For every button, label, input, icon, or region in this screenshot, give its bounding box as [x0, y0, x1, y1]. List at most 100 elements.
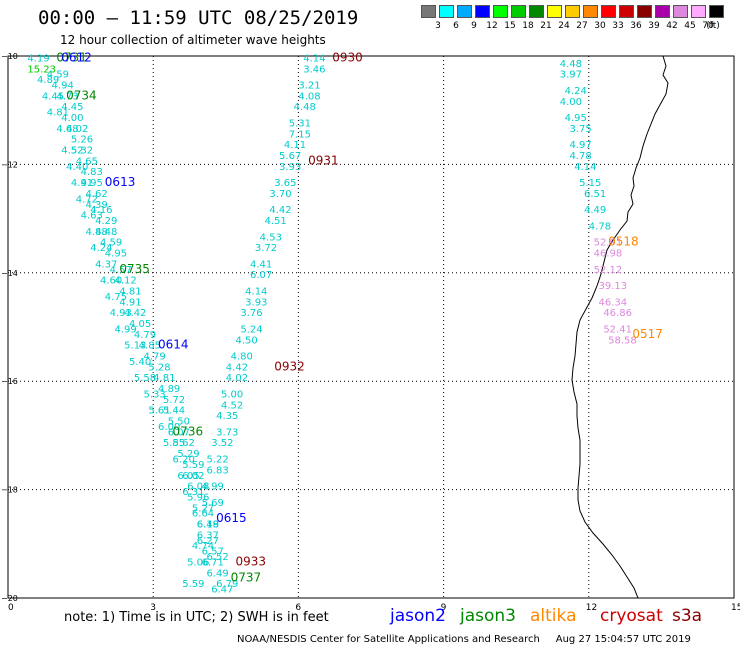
swh-value-label: 5.26 [71, 135, 93, 146]
swh-value-label: 15.23 [27, 64, 56, 75]
swh-value-label: 4.59 [47, 70, 69, 81]
y-tick-label: −12 [1, 160, 18, 169]
legend-entry-jason3: jason3 [460, 606, 516, 626]
color-scale-swatch [619, 5, 634, 18]
swh-value-label: 4.05 [129, 319, 151, 330]
swh-value-label: 4.57 [110, 265, 132, 276]
swh-value-label: 4.59 [100, 238, 122, 249]
swh-value-label: 5.72 [163, 395, 185, 406]
swh-value-label: 6.52 [206, 552, 228, 563]
color-scale-label: 70 [702, 21, 714, 31]
swh-value-label: 4.29 [95, 216, 117, 227]
color-scale-swatch [691, 5, 706, 18]
footer-note: note: 1) Time is in UTC; 2) SWH is in fe… [64, 610, 329, 625]
color-scale-label: 30 [594, 21, 606, 31]
swh-value-label: 6.49 [197, 520, 219, 531]
pass-time-label: 0517 [632, 327, 663, 341]
swh-value-label: 4.73 [56, 91, 78, 102]
y-tick-label: −10 [1, 52, 18, 61]
pass-time-label: 0612 [61, 50, 92, 64]
color-scale-swatch [565, 5, 580, 18]
swh-value-label: 4.80 [231, 352, 253, 363]
swh-value-label: 4.62 [85, 189, 107, 200]
swh-value-label: 6.05 [177, 471, 199, 482]
x-tick-label: 9 [441, 603, 447, 613]
pass-time-label: 0931 [308, 153, 339, 167]
swh-value-label: 5.13 [124, 341, 146, 352]
swh-value-label: 3.97 [560, 70, 582, 81]
swh-value-label: 4.00 [560, 97, 582, 108]
axis-tick-labels: 0 3 6 9 12 15 −10 −12 −14 −16 −18 −20 [1, 52, 740, 613]
swh-value-label: 4.45 [61, 102, 83, 113]
color-scale-label: 27 [576, 21, 588, 31]
color-scale-label: 21 [540, 21, 552, 31]
pass-time-label: 0735 [119, 262, 150, 276]
swh-value-label: 5.59 [182, 579, 204, 590]
swh-value-label: 4.72 [76, 194, 98, 205]
swh-value-label: 4.89 [37, 75, 59, 86]
swh-value-label: 46.98 [594, 249, 623, 260]
color-scale-swatch [637, 5, 652, 18]
swh-value-label: 3.73 [216, 427, 238, 438]
swh-value-label: 4.00 [61, 113, 83, 124]
swh-value-label: 5.59 [182, 460, 204, 471]
pass-time-label: 0615 [216, 511, 247, 525]
pass-time-label: 0731 [56, 50, 87, 64]
pass-time-label: 0933 [235, 554, 266, 568]
swh-value-label: 4.81 [47, 108, 69, 119]
swh-value-label: 4.08 [298, 91, 320, 102]
swh-value-label: 3.46 [303, 64, 325, 75]
swh-value-label: 4.79 [134, 330, 156, 341]
swh-value-label: 5.40 [129, 357, 151, 368]
swh-tracks: 4.143.463.214.084.485.317.154.115.673.93… [27, 53, 636, 595]
color-scale-swatch [511, 5, 526, 18]
swh-value-label: 4.99 [114, 324, 136, 335]
pass-time-label: 0518 [608, 235, 639, 249]
swh-value-label: 6.07 [250, 270, 272, 281]
pass-time-label: 0614 [158, 338, 189, 352]
swh-value-label: 3.70 [269, 189, 291, 200]
swh-value-label: 4.45 [42, 91, 64, 102]
swh-value-label: 4.39 [85, 200, 107, 211]
color-scale-swatch [709, 5, 724, 18]
swh-value-label: 4.95 [105, 249, 127, 260]
color-scale-label: 9 [471, 21, 477, 31]
y-tick-label: −18 [1, 486, 18, 495]
swh-value-label: 6.07 [168, 427, 190, 438]
swh-value-label: 4.74 [192, 541, 214, 552]
color-scale-label: 12 [486, 21, 498, 31]
swh-value-label: 6.08 [187, 482, 209, 493]
swh-value-label: 6.02 [182, 471, 204, 482]
pass-time-label: 0932 [274, 359, 305, 373]
swh-value-label: 6.31 [182, 487, 204, 498]
color-scale-label: 42 [666, 21, 678, 31]
swh-value-label: 3.76 [240, 308, 262, 319]
pass-time-label: 0736 [173, 424, 204, 438]
swh-value-label: 4.52 [61, 146, 83, 157]
swh-value-label: 4.60 [100, 276, 122, 287]
swh-value-label: 4.81 [153, 373, 175, 384]
color-scale-label: 18 [522, 21, 534, 31]
swh-value-label: 4.42 [226, 362, 248, 373]
swh-value-label: 4.14 [245, 286, 267, 297]
swh-value-label: 4.83 [81, 167, 103, 178]
swh-value-label: 5.85 [163, 438, 185, 449]
color-scale-swatch [457, 5, 472, 18]
page-title: 00:00 – 11:59 UTC 08/25/2019 [38, 7, 359, 29]
swh-value-label: 5.44 [163, 406, 185, 417]
swh-value-label: 4.14 [303, 53, 325, 64]
swh-value-label: 4.53 [260, 232, 282, 243]
swh-value-label: 5.28 [148, 362, 170, 373]
swh-value-label: 4.19 [27, 53, 49, 64]
swh-value-label: 6.47 [211, 585, 233, 596]
swh-value-label: 6.20 [173, 455, 195, 466]
swh-value-label: 4.95 [81, 178, 103, 189]
swh-value-label: 52.12 [594, 265, 623, 276]
swh-value-label: 4.93 [110, 308, 132, 319]
swh-value-label: 4.48 [560, 59, 582, 70]
swh-value-label: 3.21 [298, 81, 320, 92]
swh-value-label: 6.51 [584, 189, 606, 200]
swh-value-label: 4.40 [66, 162, 88, 173]
y-tick-label: −16 [1, 377, 18, 386]
legend-entry-altika: altika [530, 606, 577, 626]
